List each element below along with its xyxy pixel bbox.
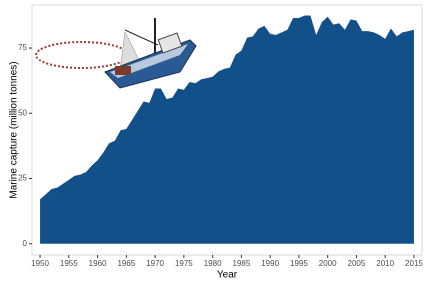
x-tick-label: 2015 bbox=[405, 259, 423, 268]
y-tick-label: 50 bbox=[18, 108, 27, 117]
x-tick-label: 1960 bbox=[89, 259, 107, 268]
x-tick-label: 1970 bbox=[146, 259, 164, 268]
y-tick-label: 75 bbox=[18, 43, 27, 52]
x-tick-label: 1955 bbox=[60, 259, 78, 268]
x-tick-label: 1965 bbox=[117, 259, 135, 268]
y-tick-label: 0 bbox=[23, 239, 28, 248]
x-tick-label: 1975 bbox=[175, 259, 193, 268]
x-tick-label: 2000 bbox=[319, 259, 337, 268]
catch bbox=[115, 66, 131, 75]
x-tick-label: 1985 bbox=[232, 259, 250, 268]
x-tick-label: 1980 bbox=[204, 259, 222, 268]
x-tick-label: 1995 bbox=[290, 259, 308, 268]
x-tick-label: 1950 bbox=[31, 259, 49, 268]
chart: Year Marine capture (million tonnes) 025… bbox=[0, 0, 429, 283]
x-axis-title: Year bbox=[217, 270, 238, 281]
x-tick-label: 2010 bbox=[376, 259, 394, 268]
y-tick-label: 25 bbox=[18, 174, 27, 183]
x-tick-label: 2005 bbox=[348, 259, 366, 268]
x-tick-label: 1990 bbox=[261, 259, 279, 268]
